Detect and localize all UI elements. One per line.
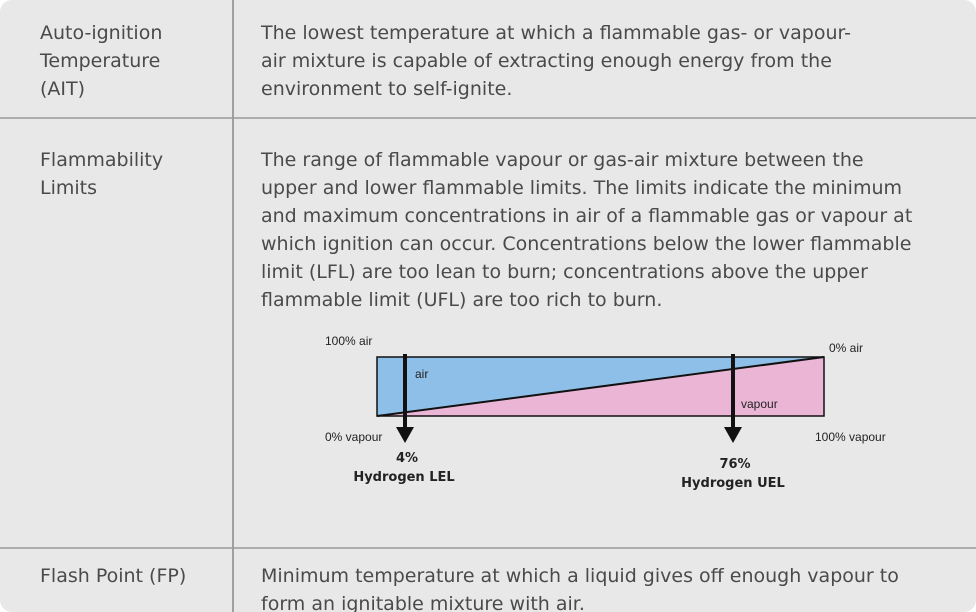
lel-value: 4% [396,451,418,466]
definition: which ignition can occur. Concentrations… [261,233,911,255]
label: 100% vapour [815,430,886,444]
term: Limits [40,177,97,199]
lel-label: Hydrogen LEL [353,470,454,485]
uel-arrowhead [724,427,742,443]
diagram: 100% air 0% air 0% vapour 100% vapour ai… [325,334,886,491]
definition: The range of flammable vapour or gas-air… [260,149,864,171]
label: 100% air [325,334,372,348]
diagram-frame [376,356,825,417]
definition: and maximum concentrations in air of a f… [261,205,912,227]
definition: The lowest temperature at which a flamma… [260,22,851,44]
definition: flammable limit (UFL) are too rich to bu… [261,289,662,311]
term: (AIT) [40,78,85,100]
term: Temperature [39,50,160,72]
label: 0% vapour [325,430,382,444]
uel-value: 76% [719,457,750,472]
definition: environment to self-ignite. [261,78,512,100]
label: 0% air [829,341,863,355]
definition: limit (LFL) are too lean to burn; concen… [261,261,868,283]
label: air [415,367,428,381]
term: Flammability [40,149,163,171]
label: vapour [741,397,778,411]
term: Auto-ignition [40,22,162,44]
definition: form an ignitable mixture with air. [261,593,585,612]
definition: air mixture is capable of extracting eno… [261,50,832,72]
term: Flash Point (FP) [40,565,186,587]
uel-label: Hydrogen UEL [681,476,785,491]
diagonal [376,356,825,417]
lel-arrowhead [396,427,414,443]
definition: upper and lower flammable limits. The li… [261,177,902,199]
definition: Minimum temperature at which a liquid gi… [261,565,899,587]
